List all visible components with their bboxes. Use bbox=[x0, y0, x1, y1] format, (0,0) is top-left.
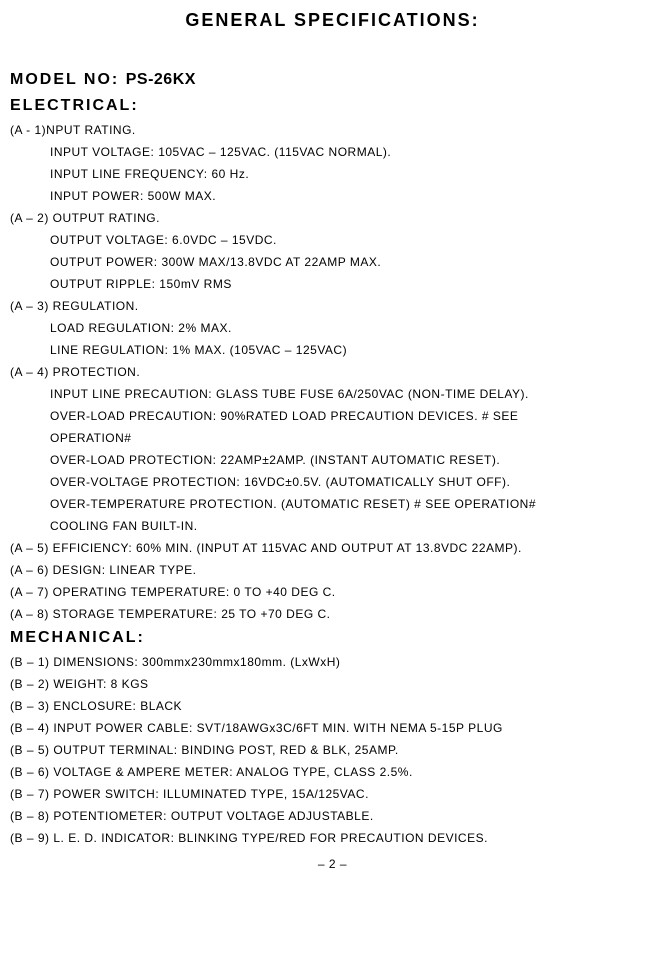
spec-sub-item: OVER-LOAD PRECAUTION: 90%RATED LOAD PREC… bbox=[50, 407, 645, 425]
spec-sub-item: OVER-TEMPERATURE PROTECTION. (AUTOMATIC … bbox=[50, 495, 645, 513]
spec-sub-item: OVER-VOLTAGE PROTECTION: 16VDC±0.5V. (AU… bbox=[50, 473, 645, 491]
spec-item: (B – 1) DIMENSIONS: 300mmx230mmx180mm. (… bbox=[10, 653, 645, 671]
electrical-list: (A - 1)NPUT RATING. INPUT VOLTAGE: 105VAC… bbox=[10, 121, 645, 623]
mechanical-heading: MECHANICAL: bbox=[10, 629, 645, 647]
mechanical-list: (B – 1) DIMENSIONS: 300mmx230mmx180mm. (… bbox=[10, 653, 645, 847]
spec-item: (A - 1)NPUT RATING. bbox=[10, 121, 645, 139]
spec-item: (A – 2) OUTPUT RATING. bbox=[10, 209, 645, 227]
spec-item: (B – 4) INPUT POWER CABLE: SVT/18AWGx3C/… bbox=[10, 719, 645, 737]
spec-item: (A – 6) DESIGN: LINEAR TYPE. bbox=[10, 561, 645, 579]
spec-sub-item: INPUT VOLTAGE: 105VAC – 125VAC. (115VAC … bbox=[50, 143, 645, 161]
spec-item: (B – 3) ENCLOSURE: BLACK bbox=[10, 697, 645, 715]
model-value: PS-26KX bbox=[126, 71, 196, 88]
spec-item: (B – 8) POTENTIOMETER: OUTPUT VOLTAGE AD… bbox=[10, 807, 645, 825]
spec-sub-item: OUTPUT RIPPLE: 150mV RMS bbox=[50, 275, 645, 293]
spec-sub-item: OVER-LOAD PROTECTION: 22AMP±2AMP. (INSTA… bbox=[50, 451, 645, 469]
spec-item: (A – 4) PROTECTION. bbox=[10, 363, 645, 381]
spec-sub-item: OPERATION# bbox=[50, 429, 645, 447]
spec-item: (B – 7) POWER SWITCH: ILLUMINATED TYPE, … bbox=[10, 785, 645, 803]
spec-sub-item: LINE REGULATION: 1% MAX. (105VAC – 125VA… bbox=[50, 341, 645, 359]
model-line: MODEL NO: PS-26KX bbox=[10, 71, 645, 89]
page-title: GENERAL SPECIFICATIONS: bbox=[10, 10, 645, 31]
spec-item: (B – 9) L. E. D. INDICATOR: BLINKING TYP… bbox=[10, 829, 645, 847]
spec-item: (A – 5) EFFICIENCY: 60% MIN. (INPUT AT 1… bbox=[10, 539, 645, 557]
spec-sub-item: INPUT LINE PRECAUTION: GLASS TUBE FUSE 6… bbox=[50, 385, 645, 403]
spec-item: (A – 7) OPERATING TEMPERATURE: 0 TO +40 … bbox=[10, 583, 645, 601]
electrical-heading: ELECTRICAL: bbox=[10, 97, 645, 115]
spec-sub-item: INPUT LINE FREQUENCY: 60 Hz. bbox=[50, 165, 645, 183]
spec-item: (A – 3) REGULATION. bbox=[10, 297, 645, 315]
spec-item: (B – 2) WEIGHT: 8 KGS bbox=[10, 675, 645, 693]
spec-item: (B – 6) VOLTAGE & AMPERE METER: ANALOG T… bbox=[10, 763, 645, 781]
model-label: MODEL NO: bbox=[10, 71, 119, 88]
spec-item: (A – 8) STORAGE TEMPERATURE: 25 TO +70 D… bbox=[10, 605, 645, 623]
spec-sub-item: INPUT POWER: 500W MAX. bbox=[50, 187, 645, 205]
spec-item: (B – 5) OUTPUT TERMINAL: BINDING POST, R… bbox=[10, 741, 645, 759]
spec-sub-item: COOLING FAN BUILT-IN. bbox=[50, 517, 645, 535]
spec-sub-item: LOAD REGULATION: 2% MAX. bbox=[50, 319, 645, 337]
spec-sub-item: OUTPUT POWER: 300W MAX/13.8VDC AT 22AMP … bbox=[50, 253, 645, 271]
page-number: – 2 – bbox=[10, 857, 645, 871]
spec-sub-item: OUTPUT VOLTAGE: 6.0VDC – 15VDC. bbox=[50, 231, 645, 249]
